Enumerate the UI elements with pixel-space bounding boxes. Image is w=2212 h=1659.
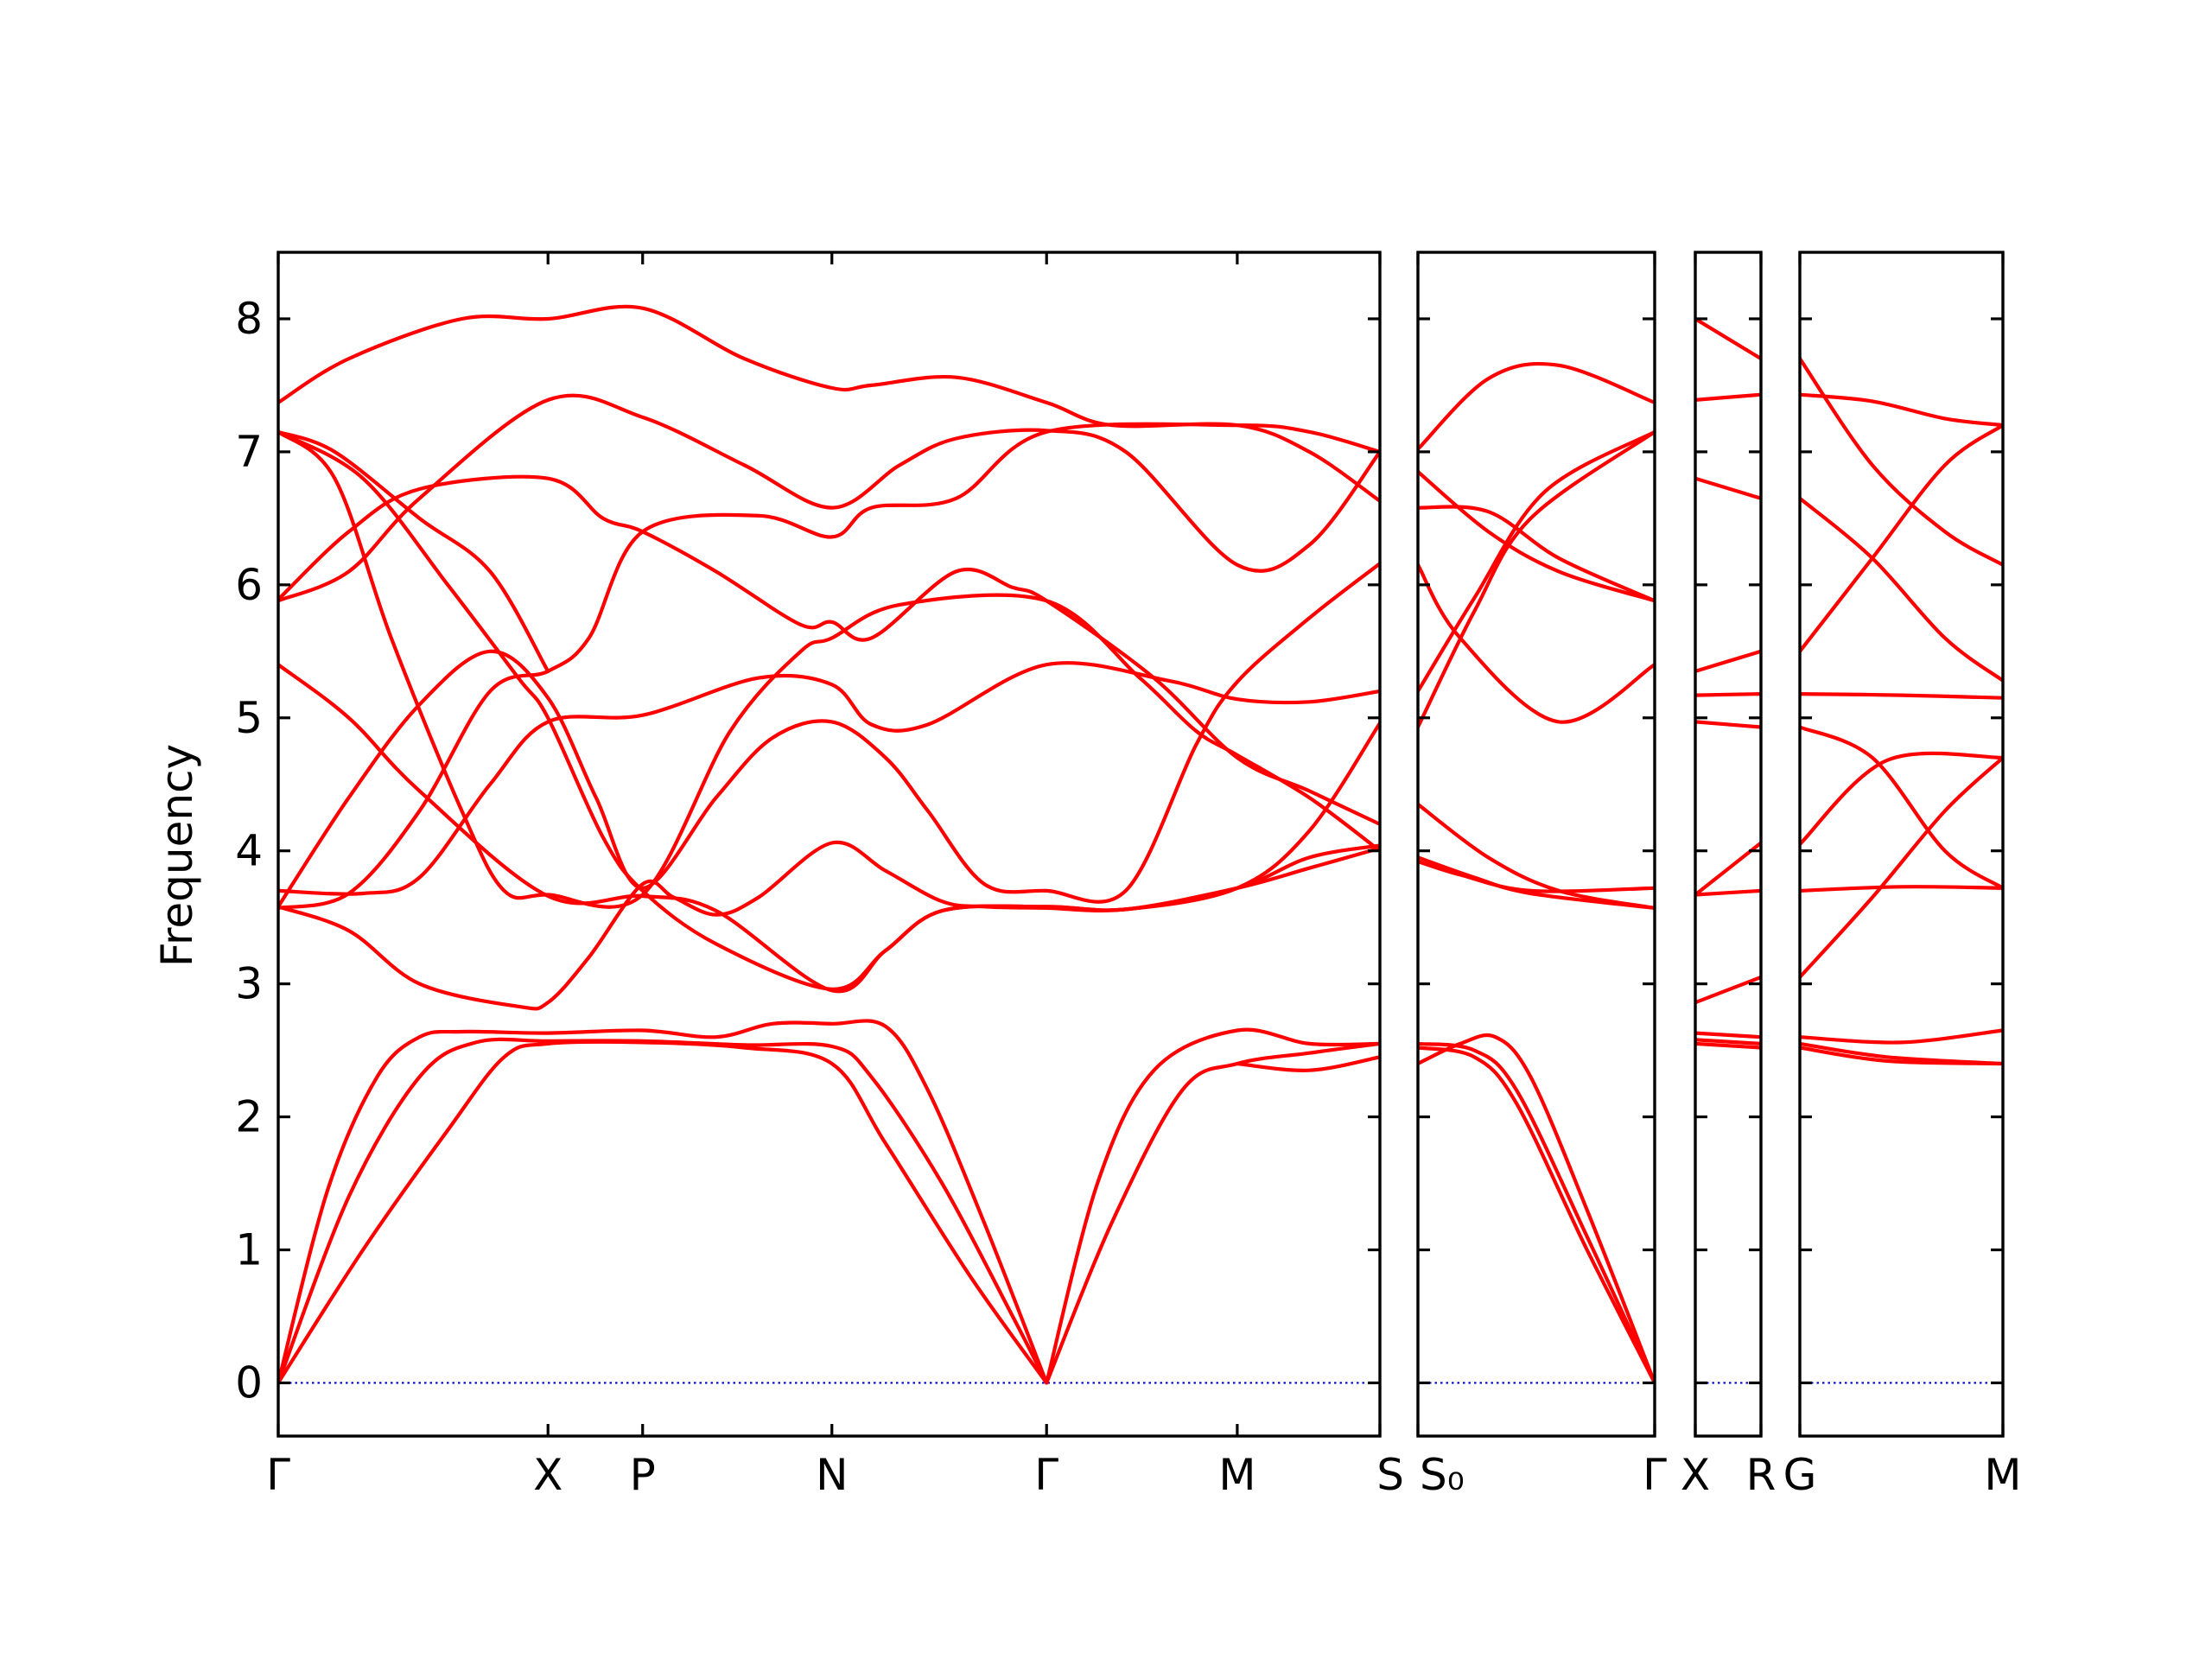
band-curve (1235, 1055, 1380, 1072)
y-tick-label: 2 (235, 1092, 263, 1142)
band-curve (278, 562, 1380, 909)
x-tick-label: R (1746, 1450, 1777, 1500)
band-curve (1418, 429, 1655, 729)
band-curve (1800, 496, 2003, 683)
band-curve (1800, 692, 2003, 700)
band-curve (278, 1039, 1049, 1385)
y-tick-label: 3 (235, 959, 263, 1009)
band-curve (1695, 975, 1761, 1005)
band-curve (1800, 1028, 2003, 1045)
band-curve (1418, 1041, 1655, 1385)
x-tick-label: N (816, 1450, 848, 1500)
y-tick-label: 6 (235, 560, 263, 610)
band-curve (1418, 1046, 1655, 1385)
band-curve (278, 304, 1380, 503)
x-tick-label: Γ (1643, 1450, 1667, 1500)
x-tick-label: S (1376, 1450, 1404, 1500)
band-curve (1418, 802, 1655, 910)
band-curve (278, 1037, 1049, 1385)
panel-1: 0 1 2 3 4 5 6 7 8 Γ X P N Γ M S (235, 251, 1404, 1500)
band-curve (278, 429, 550, 673)
band-group (1695, 316, 1761, 1384)
x-tick-label: M (1218, 1450, 1255, 1500)
band-curve (278, 474, 1380, 826)
band-curve (1418, 1033, 1655, 1385)
band-curve (1418, 505, 1655, 603)
band-curve (1800, 885, 2003, 893)
band-curve (278, 663, 1380, 994)
band-group (278, 304, 1380, 1385)
band-curve (278, 429, 1380, 991)
x-tick-label: Γ (266, 1450, 290, 1500)
band-group (1418, 361, 1655, 1385)
band-curve (1800, 751, 2003, 847)
panel-frame (276, 251, 1382, 1438)
band-curve (1695, 841, 1761, 897)
y-axis-label: Frequency (152, 744, 202, 967)
band-curve (1418, 859, 1655, 893)
y-tick-label: 8 (235, 294, 263, 344)
x-tick-label: Γ (1034, 1450, 1058, 1500)
band-curve (278, 393, 1380, 603)
y-tick-label: 5 (235, 693, 263, 743)
x-tick-label: G (1783, 1450, 1817, 1500)
band-curve (1695, 392, 1761, 402)
x-tick-label: S₀ (1420, 1450, 1465, 1500)
band-curve (278, 422, 1380, 910)
panel-2: S₀ Γ (1416, 251, 1667, 1500)
band-curve (1695, 720, 1761, 729)
x-tick-label: X (533, 1450, 563, 1500)
panel-frame (1694, 251, 1763, 1438)
x-tick-label: M (1984, 1450, 2021, 1500)
x-tick-label: X (1681, 1450, 1710, 1500)
band-curve (1695, 1038, 1761, 1046)
y-tick-label: 1 (235, 1224, 263, 1274)
band-curve (1695, 1031, 1761, 1039)
band-curve (1800, 1046, 2003, 1066)
band-curve (1045, 1027, 1380, 1385)
band-curve (1045, 1041, 1380, 1385)
band-curve (1800, 392, 2003, 428)
band-curve (1418, 563, 1655, 724)
x-tick-label: P (630, 1450, 656, 1500)
band-curve (1800, 755, 2003, 979)
band-curve (1800, 357, 2003, 567)
band-curve (1695, 316, 1761, 361)
band-curve (1800, 725, 2003, 890)
y-tick-label: 7 (235, 427, 263, 477)
band-curve (278, 1019, 1049, 1385)
band-curve (1695, 649, 1761, 673)
panel-frame (1798, 251, 2005, 1438)
band-curve (1418, 855, 1655, 910)
band-curve (1418, 429, 1655, 694)
band-curve (1800, 423, 2003, 653)
band-curve (1418, 469, 1655, 603)
band-curve (1695, 1041, 1761, 1050)
band-curve (278, 840, 1380, 1011)
band-group (1800, 357, 2003, 1384)
band-curve (1695, 476, 1761, 500)
band-curve (1695, 692, 1761, 697)
y-tick-label: 0 (235, 1357, 263, 1408)
band-curve (278, 429, 1380, 909)
band-curve (278, 661, 1380, 896)
band-curve (1418, 361, 1655, 451)
y-tick-label: 4 (235, 826, 263, 876)
panel-frame (1416, 251, 1656, 1438)
band-curve (1695, 888, 1761, 897)
